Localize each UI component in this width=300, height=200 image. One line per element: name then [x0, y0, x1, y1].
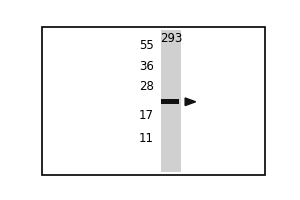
- Text: 17: 17: [139, 109, 154, 122]
- Bar: [161, 99, 179, 104]
- Polygon shape: [185, 98, 196, 106]
- Text: 11: 11: [139, 132, 154, 145]
- Text: 55: 55: [139, 39, 154, 52]
- Bar: [161, 30, 181, 172]
- Text: 28: 28: [139, 80, 154, 93]
- Text: 36: 36: [139, 60, 154, 73]
- Text: 293: 293: [160, 32, 182, 45]
